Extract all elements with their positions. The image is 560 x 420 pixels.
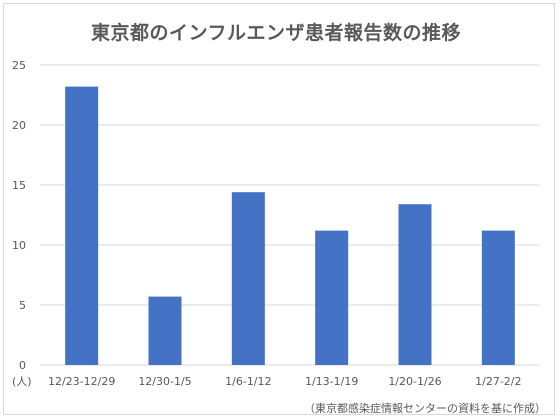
x-tick-label: 12/30-1/5	[138, 375, 191, 388]
x-tick-label: 1/27-2/2	[475, 375, 521, 388]
x-tick-label: 1/6-1/12	[225, 375, 271, 388]
y-axis-ticks: 0 5 10 15 20 25	[12, 59, 26, 372]
x-tick-label: 1/20-1/26	[388, 375, 441, 388]
y-tick-label: 10	[12, 239, 26, 252]
bar	[65, 86, 99, 365]
x-tick-label: 1/13-1/19	[305, 375, 358, 388]
bars	[65, 86, 515, 365]
bar	[315, 230, 349, 365]
y-tick-label: 15	[12, 179, 26, 192]
y-tick-label: 0	[19, 359, 26, 372]
bar	[148, 296, 182, 365]
source-note: （東京都感染症情報センターの資料を基に作成）	[304, 402, 546, 415]
bar	[398, 204, 432, 365]
bar	[481, 230, 515, 365]
y-tick-label: 20	[12, 119, 26, 132]
x-tick-label: 12/23-12/29	[48, 375, 115, 388]
x-axis-ticks: 12/23-12/29 12/30-1/5 1/6-1/12 1/13-1/19 1/2…	[48, 375, 522, 388]
gridlines	[40, 64, 540, 366]
y-tick-label: 5	[19, 299, 26, 312]
y-tick-label: 25	[12, 59, 26, 72]
y-axis-unit-label: (人)	[12, 375, 32, 388]
chart-title: 東京都のインフルエンザ患者報告数の推移	[91, 22, 461, 44]
bar	[231, 192, 265, 365]
